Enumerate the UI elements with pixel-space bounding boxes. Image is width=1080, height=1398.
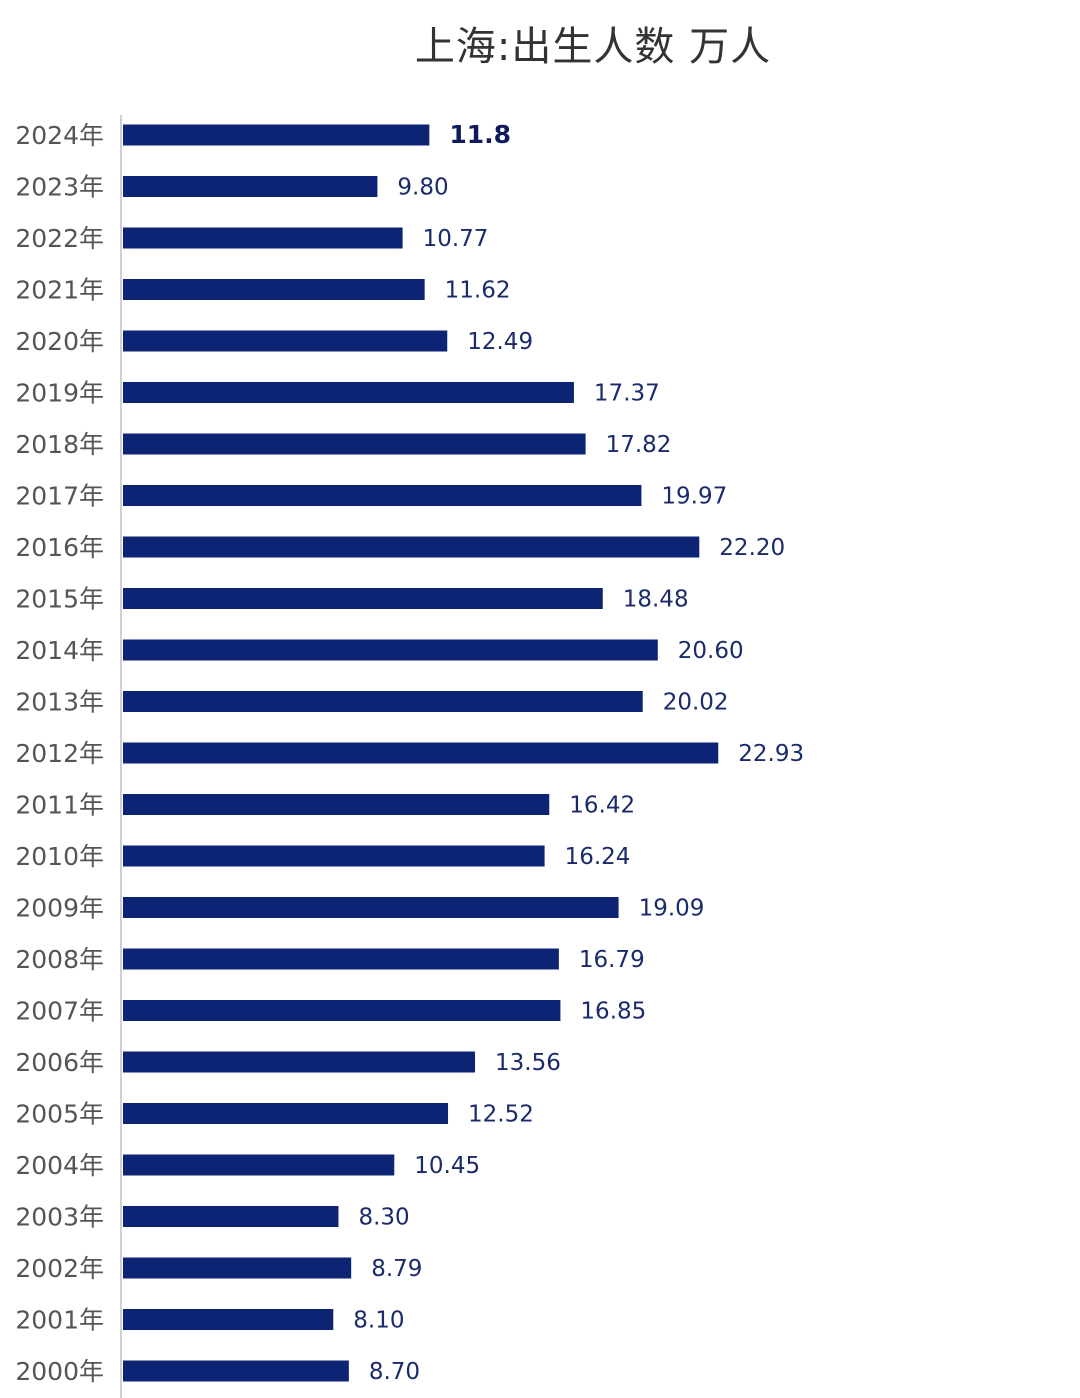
- category-label: 2024年: [15, 121, 104, 150]
- bar: [123, 845, 545, 867]
- bar: [123, 1154, 395, 1176]
- value-label: 8.10: [353, 1308, 404, 1334]
- bar: [123, 330, 448, 352]
- bar: [123, 588, 603, 609]
- category-label: 2013年: [15, 688, 104, 717]
- category-label: 2019年: [15, 379, 104, 408]
- bar: [123, 1000, 561, 1021]
- bar: [123, 176, 378, 197]
- value-label: 16.79: [579, 947, 645, 973]
- value-label: 8.79: [371, 1256, 422, 1282]
- bar: [123, 536, 700, 558]
- bar: [123, 1360, 349, 1382]
- category-label: 2003年: [15, 1203, 104, 1232]
- category-label: 2018年: [15, 430, 104, 459]
- bar: [123, 124, 430, 146]
- category-label: 2016年: [15, 533, 104, 562]
- category-label: 2006年: [15, 1048, 104, 1077]
- value-label: 10.77: [423, 226, 489, 252]
- category-label: 2000年: [15, 1357, 104, 1386]
- category-label: 2015年: [15, 585, 104, 614]
- category-label: 2021年: [15, 276, 104, 305]
- value-label: 22.93: [738, 741, 804, 767]
- bar: [123, 1051, 476, 1073]
- category-label: 2014年: [15, 636, 104, 665]
- bar: [123, 742, 719, 764]
- chart-title: 上海:出生人数 万人: [414, 24, 772, 70]
- bar: [123, 433, 586, 455]
- bar: [123, 279, 425, 300]
- value-label: 9.80: [397, 175, 448, 201]
- value-label: 16.24: [565, 844, 631, 870]
- value-label: 17.82: [606, 432, 672, 458]
- category-label: 2010年: [15, 842, 104, 871]
- bar: [123, 1257, 352, 1279]
- bar: [123, 691, 643, 712]
- value-label: 20.02: [663, 690, 729, 716]
- value-label: 17.37: [594, 381, 660, 407]
- value-label: 18.48: [623, 587, 689, 613]
- category-label: 2007年: [15, 997, 104, 1026]
- category-label: 2001年: [15, 1306, 104, 1335]
- value-label: 8.30: [358, 1205, 409, 1231]
- bar: [123, 897, 619, 918]
- value-label: 19.97: [661, 484, 727, 510]
- category-label: 2012年: [15, 739, 104, 768]
- bar: [123, 485, 642, 506]
- category-label: 2020年: [15, 327, 104, 356]
- value-label: 11.8: [449, 120, 511, 149]
- value-label: 13.56: [495, 1050, 561, 1076]
- bar: [123, 227, 403, 249]
- value-label: 8.70: [369, 1359, 420, 1385]
- category-label: 2004年: [15, 1151, 104, 1180]
- category-label: 2008年: [15, 945, 104, 974]
- bar: [123, 1103, 449, 1124]
- value-label: 12.49: [467, 329, 533, 355]
- category-label: 2011年: [15, 791, 104, 820]
- category-label: 2002年: [15, 1254, 104, 1283]
- value-label: 16.85: [580, 999, 646, 1025]
- value-label: 12.52: [468, 1102, 534, 1128]
- category-label: 2009年: [15, 894, 104, 923]
- value-label: 20.60: [678, 638, 744, 664]
- value-label: 10.45: [414, 1153, 480, 1179]
- bar: [123, 639, 658, 661]
- category-label: 2017年: [15, 482, 104, 511]
- value-label: 22.20: [719, 535, 785, 561]
- bar: [123, 794, 550, 815]
- value-label: 11.62: [445, 278, 511, 304]
- bar: [123, 1206, 339, 1227]
- bar: [123, 948, 559, 970]
- category-label: 2005年: [15, 1100, 104, 1129]
- value-label: 16.42: [569, 793, 635, 819]
- category-label: 2023年: [15, 173, 104, 202]
- category-label: 2022年: [15, 224, 104, 253]
- bar: [123, 382, 574, 403]
- bar: [123, 1309, 334, 1330]
- value-label: 19.09: [639, 896, 705, 922]
